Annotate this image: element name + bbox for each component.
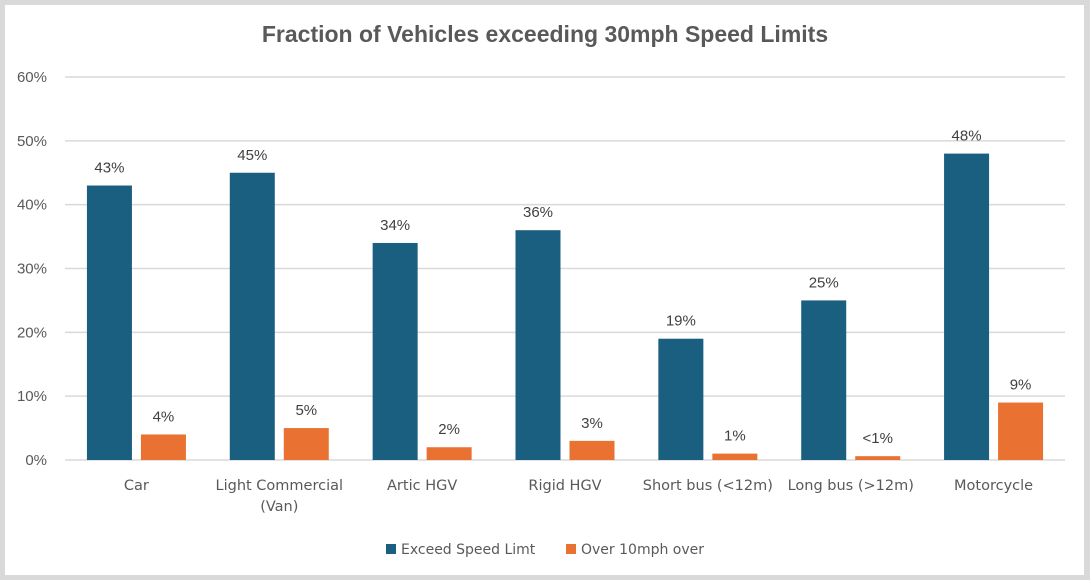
x-category-label: Car xyxy=(124,478,149,494)
bar-over-10mph xyxy=(712,453,758,460)
y-axis-ticks: 0% 10% 20% 30% 40% 50% 60% xyxy=(17,69,47,469)
bar-exceed-speed-limit xyxy=(944,153,990,460)
y-tick-label: 50% xyxy=(17,133,47,150)
data-label: 48% xyxy=(952,128,982,145)
y-tick-label: 20% xyxy=(17,324,47,341)
x-category-label: Artic HGV xyxy=(387,478,457,494)
bars xyxy=(86,153,1044,460)
data-label: 43% xyxy=(94,160,124,177)
data-label: 36% xyxy=(523,204,553,221)
x-category-label: Short bus (<12m) xyxy=(643,478,773,494)
data-label: 19% xyxy=(666,313,696,330)
bar-exceed-speed-limit xyxy=(658,338,704,460)
x-category-label: Motorcycle xyxy=(954,478,1033,494)
legend-swatch-exceed xyxy=(386,544,396,554)
data-label: 5% xyxy=(295,402,317,419)
x-axis-categories: Car Light Commercial (Van) Artic HGV Rigid H… xyxy=(124,478,1033,515)
x-category-label: Light Commercial (Van) xyxy=(216,478,344,515)
data-labels: 43% 45% 34% 36% 19% 25% 48% 4% 5% 2% 3% 1% <1% 9% xyxy=(94,128,1031,448)
x-category-label: Long bus (>12m) xyxy=(788,478,914,494)
bar-over-10mph xyxy=(426,447,472,460)
data-label: 25% xyxy=(809,274,839,291)
data-label: 45% xyxy=(237,147,267,164)
data-label: 1% xyxy=(724,428,746,445)
y-tick-label: 60% xyxy=(17,69,47,86)
data-label: 2% xyxy=(438,421,460,438)
data-label: 34% xyxy=(380,217,410,234)
x-category-label: Rigid HGV xyxy=(528,478,601,494)
data-label: 9% xyxy=(1010,377,1032,394)
chart-title: Fraction of Vehicles exceeding 30mph Spe… xyxy=(262,21,828,47)
data-label: <1% xyxy=(862,430,892,447)
y-tick-label: 10% xyxy=(17,388,47,405)
legend-item-over-10mph[interactable]: Over 10mph over xyxy=(566,542,704,558)
legend-label-exceed: Exceed Speed Limt xyxy=(401,542,536,558)
bar-exceed-speed-limit xyxy=(801,300,847,460)
gridlines xyxy=(65,76,1065,461)
legend: Exceed Speed Limt Over 10mph over xyxy=(386,542,704,558)
y-tick-label: 40% xyxy=(17,197,47,214)
bar-exceed-speed-limit xyxy=(372,242,418,460)
data-label: 3% xyxy=(581,415,603,432)
bar-over-10mph xyxy=(569,440,615,460)
bar-exceed-speed-limit xyxy=(515,230,561,460)
y-tick-label: 0% xyxy=(25,452,47,469)
y-tick-label: 30% xyxy=(17,261,47,278)
legend-item-exceed-speed-limit[interactable]: Exceed Speed Limt xyxy=(386,542,536,558)
bar-over-10mph xyxy=(998,402,1044,460)
legend-swatch-over10 xyxy=(566,544,576,554)
bar-over-10mph xyxy=(283,428,329,460)
data-label: 4% xyxy=(153,408,175,425)
bar-over-10mph xyxy=(140,434,186,460)
legend-label-over10: Over 10mph over xyxy=(581,542,704,558)
bar-exceed-speed-limit xyxy=(229,172,275,460)
bar-over-10mph xyxy=(855,456,901,460)
bar-exceed-speed-limit xyxy=(86,185,132,460)
